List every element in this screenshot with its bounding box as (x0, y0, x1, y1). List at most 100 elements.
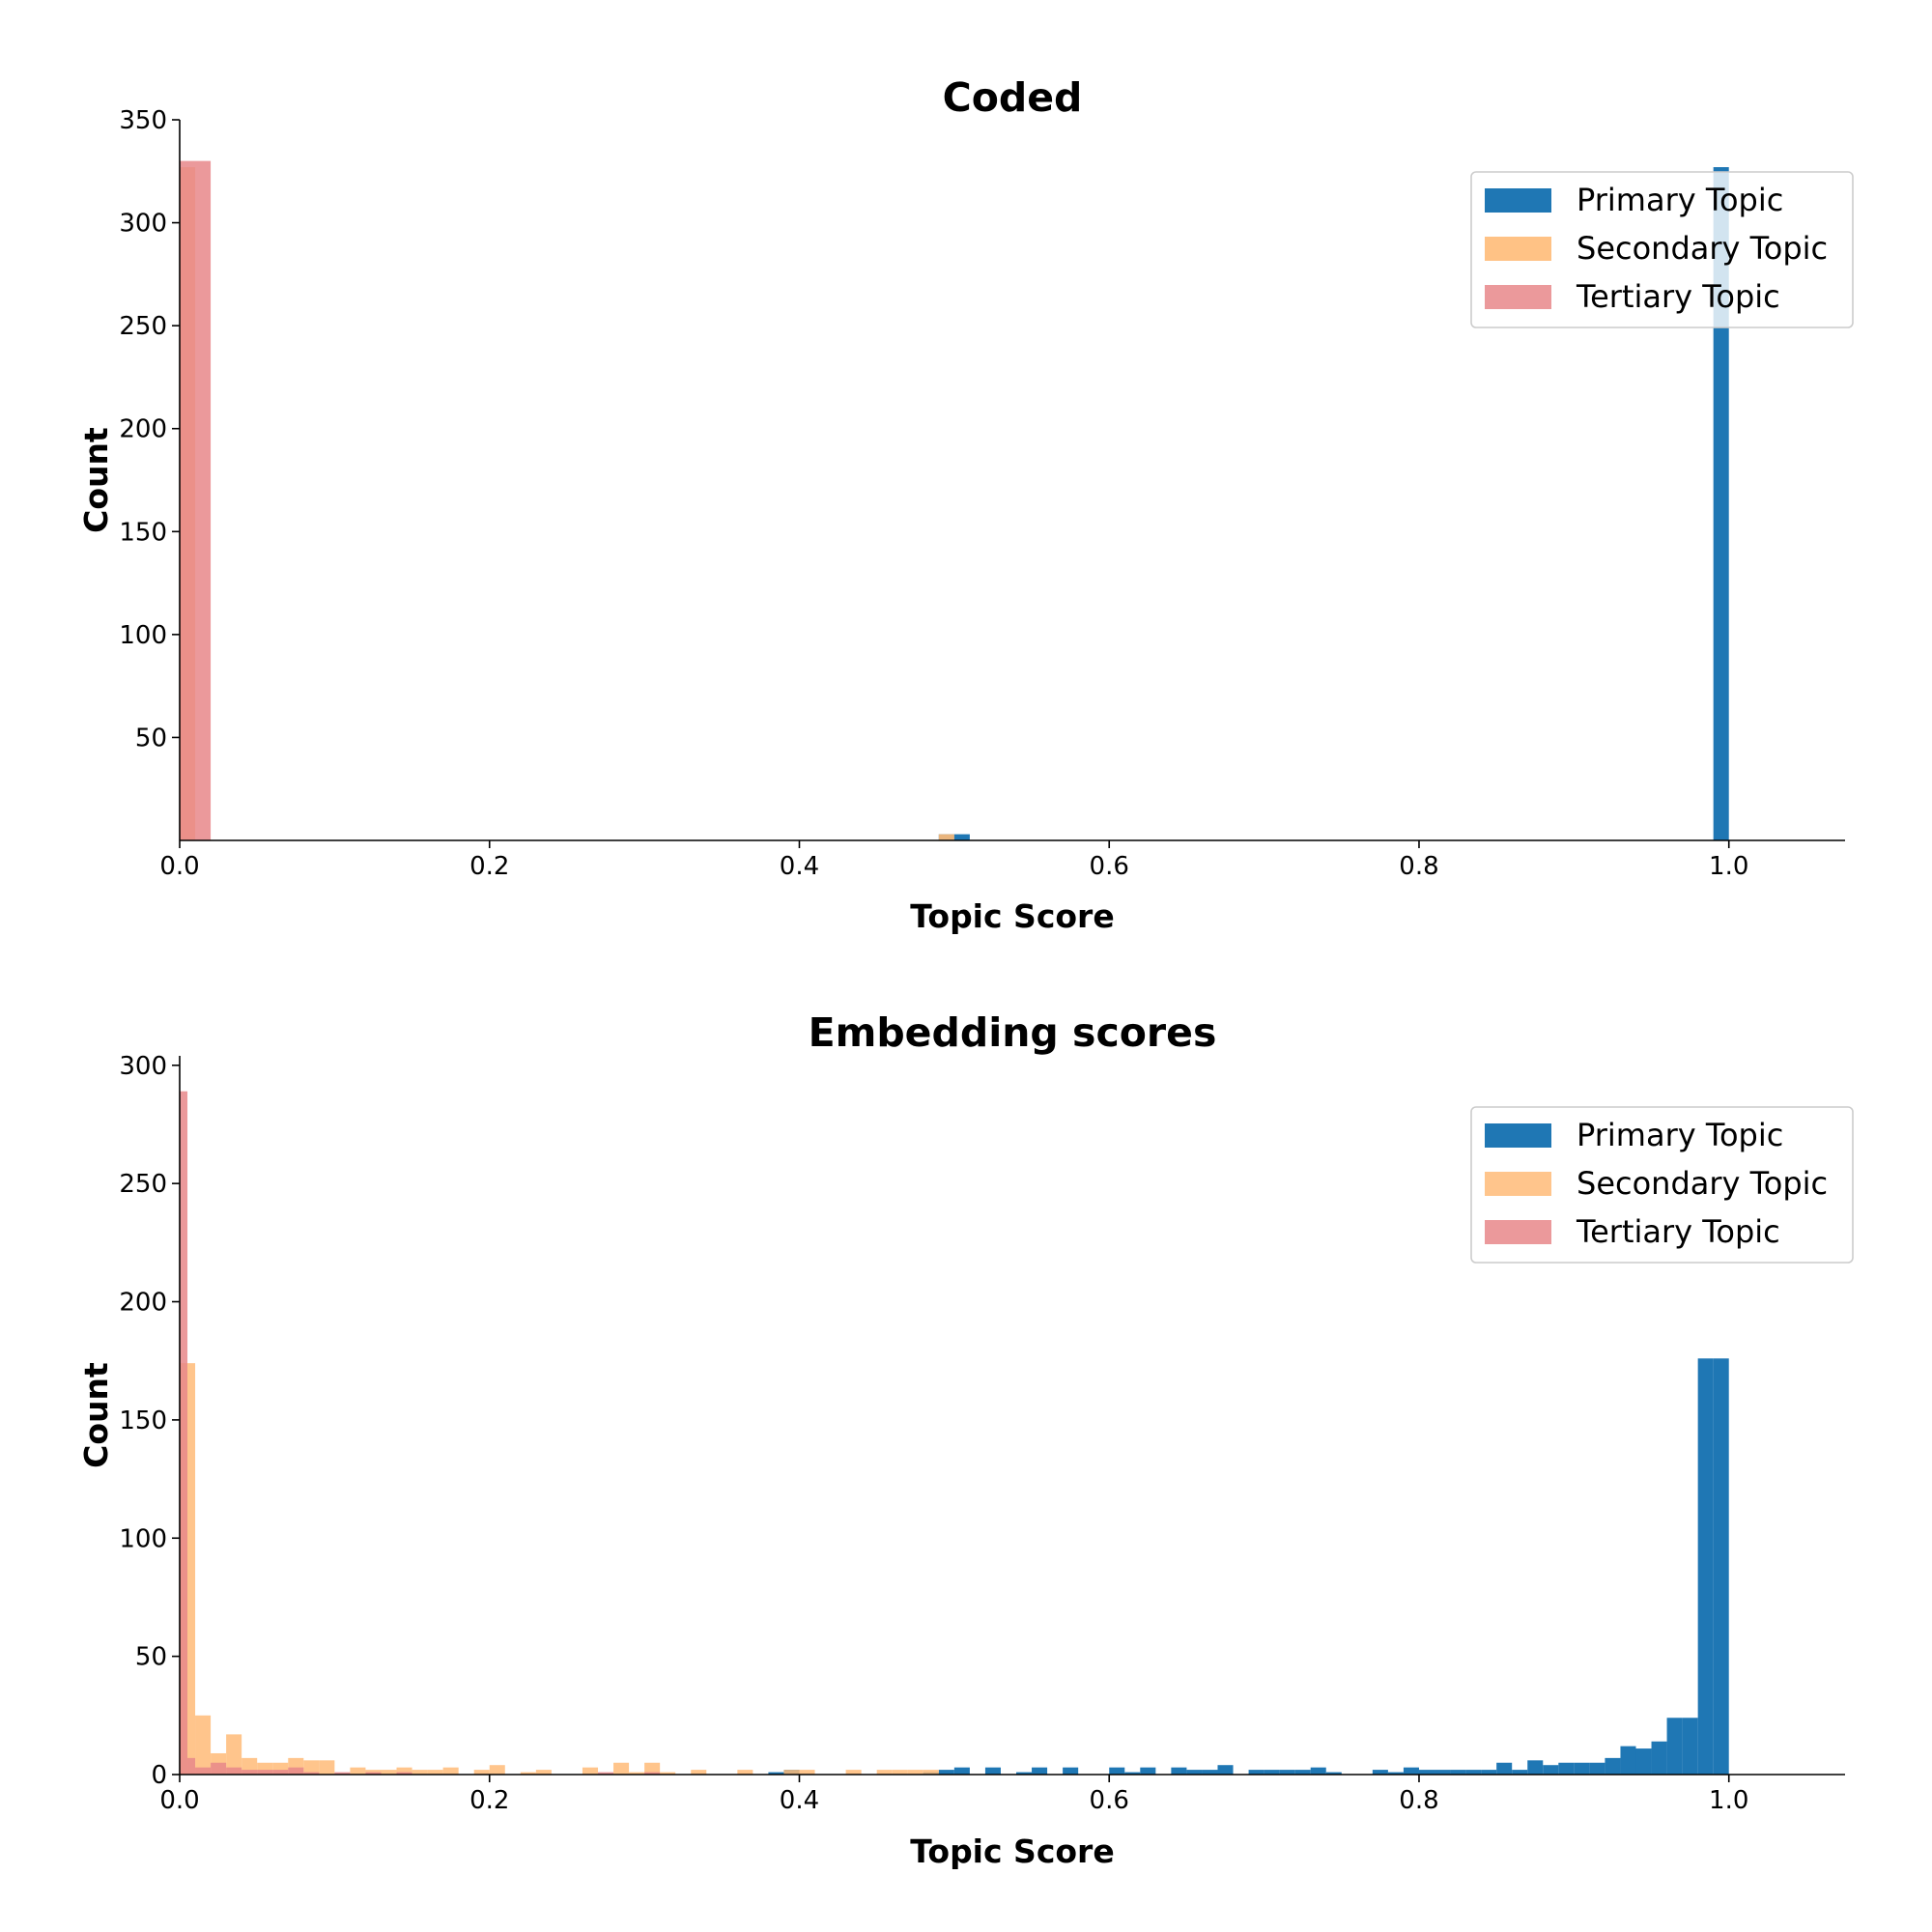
embedding-secondary-bar-23 (629, 1772, 645, 1775)
embedding-primary-bar-32 (1527, 1760, 1544, 1775)
embedding-legend-swatch-tertiary (1485, 1220, 1551, 1244)
chart-title-coded: Coded (943, 74, 1083, 121)
embedding-x-axis-label: Topic Score (910, 1833, 1114, 1870)
coded-panel: Coded 0.0 0.2 0.4 0.6 0.8 1.0 50 100 150 200 250 3… (77, 74, 1854, 935)
coded-legend-label-primary: Primary Topic (1577, 182, 1783, 218)
embedding-secondary-bar-33 (907, 1770, 923, 1775)
embedding-legend-label-primary: Primary Topic (1577, 1117, 1783, 1153)
embedding-secondary-bar-30 (845, 1770, 862, 1775)
embedding-primary-bar-42 (1682, 1718, 1698, 1775)
embedding-y-tick-label: 150 (119, 1406, 167, 1435)
embedding-y-tick-label: 200 (119, 1289, 167, 1318)
embedding-tertiary-bar-10 (334, 1772, 351, 1775)
embedding-secondary-bar-15 (427, 1770, 443, 1775)
coded-x-tick-label: 0.4 (780, 852, 819, 881)
embedding-secondary-bar-29 (799, 1770, 815, 1775)
embedding-secondary-bar-10 (350, 1767, 366, 1775)
embedding-secondary-bar-21 (582, 1767, 599, 1775)
embedding-primary-bar-33 (1543, 1765, 1559, 1775)
embedding-secondary-bar-24 (644, 1762, 661, 1775)
coded-y-tick-label: 200 (119, 415, 167, 444)
embedding-legend: Primary Topic Secondary Topic Tertiary T… (1470, 1106, 1854, 1264)
embedding-primary-bar-40 (1651, 1741, 1667, 1775)
embedding-x-tick-label: 0.6 (1090, 1786, 1129, 1815)
embedding-x-tick-label: 1.0 (1709, 1786, 1748, 1815)
embedding-legend-swatch-secondary (1485, 1172, 1551, 1196)
coded-legend-label-secondary: Secondary Topic (1577, 230, 1828, 267)
coded-y-ticks: 50 100 150 200 250 300 350 (119, 106, 180, 753)
embedding-primary-bar-6 (1016, 1772, 1033, 1775)
embedding-tertiary-bar-3 (211, 1762, 227, 1775)
coded-x-tick-label: 0.2 (469, 852, 509, 881)
embedding-legend-label-secondary: Secondary Topic (1577, 1165, 1828, 1202)
embedding-primary-bar-12 (1171, 1767, 1187, 1775)
embedding-secondary-bar-25 (660, 1772, 676, 1775)
embedding-primary-bar-44 (1713, 1358, 1729, 1775)
coded-legend-swatch-primary (1485, 188, 1551, 213)
embedding-secondary-bar-18 (489, 1765, 505, 1775)
embedding-tertiary-bar-13 (598, 1772, 614, 1775)
embedding-y-ticks: 0 50 100 150 200 250 300 (119, 1052, 180, 1790)
embedding-secondary-bar-14 (412, 1770, 428, 1775)
embedding-primary-bar-11 (1140, 1767, 1156, 1775)
embedding-tertiary-bar-1 (187, 1757, 196, 1775)
embedding-secondary-bar-13 (396, 1767, 412, 1775)
embedding-primary-bar-15 (1217, 1765, 1234, 1775)
embedding-secondary-bar-28 (783, 1770, 800, 1775)
coded-primary-bar-2 (1713, 167, 1729, 841)
embedding-primary-bar-35 (1574, 1762, 1590, 1775)
embedding-primary-bar-23 (1387, 1772, 1404, 1775)
embedding-primary-bar-27 (1450, 1770, 1466, 1775)
coded-legend-swatch-tertiary (1485, 285, 1551, 309)
coded-y-axis-label: Count (77, 427, 115, 533)
embedding-primary-bar-13 (1186, 1770, 1203, 1775)
embedding-primary-bar-38 (1620, 1746, 1636, 1775)
embedding-tertiary-bar-5 (242, 1770, 258, 1775)
embedding-tertiary-bar-9 (303, 1772, 320, 1775)
coded-y-tick-label: 100 (119, 621, 167, 650)
embedding-tertiary-bar-11 (365, 1772, 382, 1775)
embedding-secondary-bar-1 (195, 1715, 212, 1775)
embedding-primary-bar-39 (1635, 1748, 1652, 1775)
embedding-primary-bar-8 (1063, 1767, 1079, 1775)
embedding-primary-bar-24 (1403, 1767, 1419, 1775)
chart-title-embedding: Embedding scores (809, 1009, 1217, 1056)
embedding-legend-label-tertiary: Tertiary Topic (1576, 1213, 1780, 1250)
coded-legend-label-tertiary: Tertiary Topic (1576, 278, 1780, 315)
embedding-primary-bar-43 (1697, 1358, 1714, 1775)
embedding-x-tick-label: 0.0 (159, 1786, 199, 1815)
embedding-primary-bar-25 (1418, 1770, 1435, 1775)
embedding-primary-bar-10 (1124, 1772, 1141, 1775)
embedding-secondary-bar-26 (691, 1770, 707, 1775)
embedding-secondary-bar-9 (319, 1760, 335, 1775)
embedding-secondary-bar-19 (520, 1772, 536, 1775)
embedding-legend-frame (1470, 1106, 1854, 1264)
coded-x-tick-label: 0.6 (1090, 852, 1129, 881)
embedding-secondary-bar-22 (613, 1762, 630, 1775)
embedding-primary-bar-19 (1294, 1770, 1311, 1775)
embedding-y-tick-label: 300 (119, 1052, 167, 1081)
coded-secondary-bar-1 (938, 834, 954, 840)
embedding-y-axis-label: Count (77, 1362, 115, 1468)
embedding-primary-bar-20 (1310, 1767, 1326, 1775)
embedding-primary-bar-29 (1481, 1770, 1497, 1775)
embedding-secondary-bar-3 (226, 1734, 242, 1775)
embedding-primary-bar-34 (1558, 1762, 1575, 1775)
embedding-legend-swatch-primary (1485, 1123, 1551, 1148)
embedding-primary-bar-26 (1435, 1770, 1451, 1775)
embedding-secondary-bar-8 (303, 1760, 320, 1775)
embedding-y-tick-label: 0 (151, 1761, 167, 1790)
coded-y-tick-label: 300 (119, 210, 167, 239)
embedding-primary-bar-18 (1279, 1770, 1295, 1775)
coded-x-tick-label: 0.0 (159, 852, 199, 881)
embedding-secondary-bar-34 (923, 1770, 939, 1775)
coded-legend: Primary Topic Secondary Topic Tertiary T… (1470, 171, 1854, 328)
embedding-tertiary-bar-0 (180, 1091, 188, 1775)
embedding-primary-bar-16 (1248, 1770, 1264, 1775)
embedding-primary-bar-4 (953, 1767, 970, 1775)
embedding-tertiary-bar-2 (195, 1767, 212, 1775)
embedding-tertiary-bar-6 (257, 1770, 273, 1775)
embedding-primary-bar-14 (1202, 1770, 1218, 1775)
embedding-secondary-bar-31 (876, 1770, 893, 1775)
